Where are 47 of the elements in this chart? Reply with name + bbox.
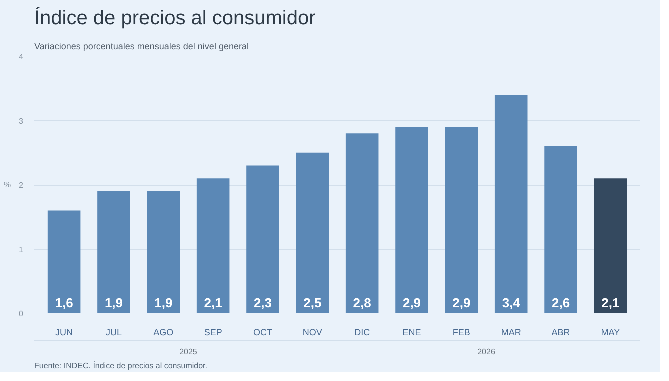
chart-subtitle: Variaciones porcentuales mensuales del nivel general [34,42,249,52]
x-tick-label: ABR [552,328,571,338]
bar [48,210,81,314]
x-tick-label: NOV [302,328,322,338]
data-label: 2,1 [204,296,222,310]
text: 2025 [180,348,198,356]
data-label: 2,1 [602,296,620,310]
bar [544,146,578,314]
x-tick-label: DIC [354,328,371,338]
data-label: 2,5 [304,296,322,310]
x-tick-label: JUN [56,328,74,338]
bar [594,178,628,314]
data-label: 1,6 [55,296,74,310]
x-tick-label: ENE [402,328,422,338]
bar [396,127,428,314]
bar [494,95,528,314]
y-tick-label: 3 [19,116,24,126]
x-tick-label: MAR [501,328,522,338]
x-tick-label: FEB [452,328,470,338]
x-tick-label: AGO [154,328,174,338]
source-note: Fuente: INDEC. Índice de precios al consumidor. [34,362,208,370]
bar [296,152,330,314]
chart-title: Índice de precios al consumidor [34,6,316,30]
data-label: 3,4 [502,296,522,310]
data-label: 2,8 [353,296,372,310]
x-tick-label: JUL [106,328,122,338]
x-tick-label: OCT [253,328,273,338]
x-tick-label: MAY [601,328,620,338]
y-tick-label: 2 [19,181,24,190]
bar [246,166,280,314]
y-axis-title: % [4,180,12,190]
text: 2026 [478,348,496,356]
bar [445,127,478,314]
y-tick-label: 1 [19,245,24,254]
y-tick-label: 0 [19,310,24,318]
y-tick-label: 4 [19,52,24,62]
data-label: 2,3 [254,296,272,310]
bar [147,191,180,314]
data-label: 1,9 [154,296,173,310]
bar [98,191,130,314]
data-label: 2,9 [402,296,422,310]
data-label: 1,9 [104,296,124,310]
data-label: 2,9 [452,296,471,310]
x-tick-label: SEP [204,328,222,338]
data-label: 2,6 [552,296,570,310]
bar [196,178,230,314]
bar [346,134,379,314]
